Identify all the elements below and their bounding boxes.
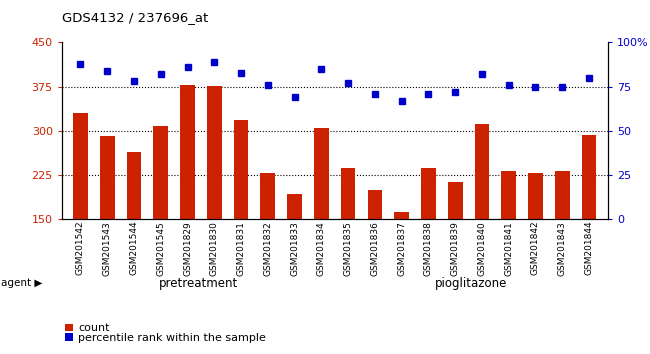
- Text: percentile rank within the sample: percentile rank within the sample: [78, 333, 266, 343]
- Bar: [474, 124, 489, 308]
- Bar: [448, 182, 463, 308]
- Bar: [582, 135, 597, 308]
- Text: pioglitazone: pioglitazone: [435, 277, 508, 290]
- Bar: [367, 190, 382, 308]
- Bar: [555, 171, 569, 308]
- Bar: [341, 168, 356, 308]
- Bar: [261, 173, 275, 308]
- Bar: [153, 126, 168, 308]
- Bar: [127, 152, 142, 308]
- Bar: [528, 173, 543, 308]
- Text: agent ▶: agent ▶: [1, 278, 43, 288]
- Text: GDS4132 / 237696_at: GDS4132 / 237696_at: [62, 11, 208, 24]
- Text: pretreatment: pretreatment: [159, 277, 238, 290]
- Bar: [100, 136, 114, 308]
- Bar: [314, 128, 329, 308]
- Bar: [287, 194, 302, 308]
- Bar: [395, 212, 409, 308]
- Bar: [180, 85, 195, 308]
- Bar: [207, 86, 222, 308]
- Text: count: count: [78, 323, 109, 333]
- Bar: [421, 168, 436, 308]
- Bar: [501, 171, 516, 308]
- Bar: [73, 113, 88, 308]
- Bar: [234, 120, 248, 308]
